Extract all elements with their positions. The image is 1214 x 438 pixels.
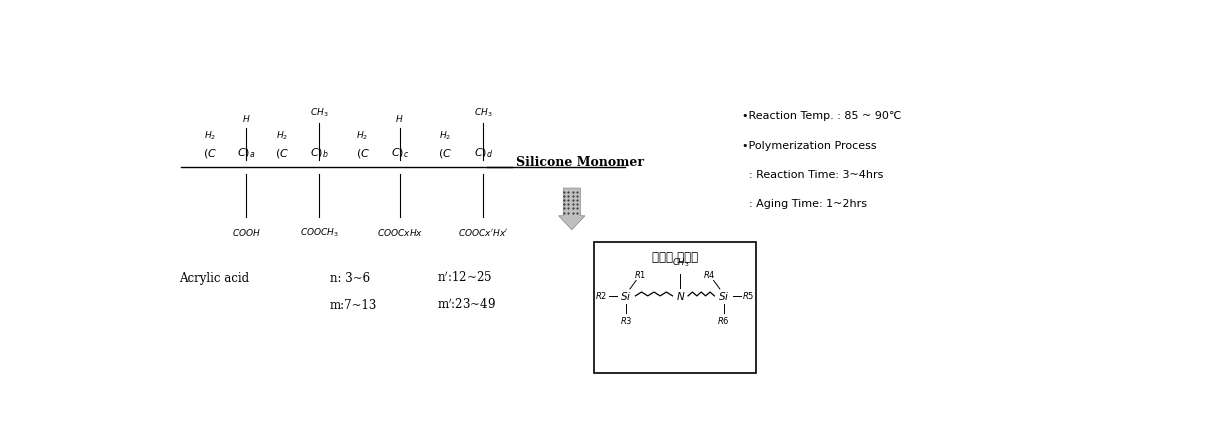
Text: n: 3~6: n: 3~6 <box>330 272 370 285</box>
Text: $COOCxHx$: $COOCxHx$ <box>376 226 422 237</box>
Text: $Si$: $Si$ <box>717 290 730 302</box>
Text: $C)_{c}$: $C)_{c}$ <box>391 147 409 160</box>
Text: $Si$: $Si$ <box>620 290 631 302</box>
Text: $COOCx'Hx'$: $COOCx'Hx'$ <box>458 226 509 237</box>
Text: $COOH$: $COOH$ <box>232 226 261 237</box>
Text: $(C$: $(C$ <box>274 147 289 160</box>
Text: $H_2$: $H_2$ <box>438 129 450 142</box>
Text: $CH_3$: $CH_3$ <box>671 256 690 269</box>
Text: 실리콘 변성물: 실리콘 변성물 <box>652 251 698 264</box>
Text: $H$: $H$ <box>242 113 250 124</box>
Text: $H$: $H$ <box>396 113 404 124</box>
Text: m:7~13: m:7~13 <box>330 299 378 311</box>
Text: $C)_{d}$: $C)_{d}$ <box>473 147 493 160</box>
Text: $H_2$: $H_2$ <box>276 129 288 142</box>
Text: n$'$:12~25: n$'$:12~25 <box>437 271 492 286</box>
Text: : Reaction Time: 3~4hrs: : Reaction Time: 3~4hrs <box>742 170 884 180</box>
Text: $R5$: $R5$ <box>742 290 755 301</box>
Text: $H_2$: $H_2$ <box>357 129 369 142</box>
Text: $(C$: $(C$ <box>438 147 452 160</box>
Text: •Polymerization Process: •Polymerization Process <box>742 141 877 151</box>
Text: $R1$: $R1$ <box>634 269 646 280</box>
Text: Silicone Monomer: Silicone Monomer <box>516 156 643 169</box>
Text: Acrylic acid: Acrylic acid <box>178 272 249 285</box>
FancyArrow shape <box>558 188 585 230</box>
Text: m$'$:23~49: m$'$:23~49 <box>437 298 495 312</box>
Text: $COOCH_3$: $COOCH_3$ <box>300 226 339 239</box>
Text: : Aging Time: 1~2hrs: : Aging Time: 1~2hrs <box>742 199 867 209</box>
Text: $N$: $N$ <box>675 290 685 302</box>
Text: $C)_{b}$: $C)_{b}$ <box>310 147 329 160</box>
Text: $CH_3$: $CH_3$ <box>475 106 493 119</box>
Text: $R3$: $R3$ <box>620 315 632 326</box>
Text: $(C$: $(C$ <box>203 147 217 160</box>
Text: •Reaction Temp. : 85 ~ 90℃: •Reaction Temp. : 85 ~ 90℃ <box>742 111 902 121</box>
Text: $R2$: $R2$ <box>595 290 607 301</box>
Bar <box>594 242 756 373</box>
Text: $CH_3$: $CH_3$ <box>310 106 329 119</box>
Text: $(C$: $(C$ <box>356 147 369 160</box>
Text: $R4$: $R4$ <box>703 269 716 280</box>
Text: $R6$: $R6$ <box>717 315 730 326</box>
Text: $H_2$: $H_2$ <box>204 129 216 142</box>
Text: $C)_{a}$: $C)_{a}$ <box>237 147 255 160</box>
